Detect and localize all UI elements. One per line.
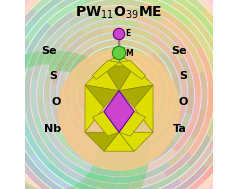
- Polygon shape: [119, 132, 153, 151]
- Text: E: E: [126, 29, 131, 38]
- Circle shape: [113, 28, 125, 40]
- Wedge shape: [37, 12, 201, 177]
- Polygon shape: [119, 112, 145, 136]
- Polygon shape: [104, 53, 134, 66]
- Text: PW$_{11}$O$_{39}$ME: PW$_{11}$O$_{39}$ME: [75, 5, 163, 21]
- Wedge shape: [84, 59, 154, 130]
- Text: S: S: [179, 71, 187, 81]
- Polygon shape: [93, 60, 119, 79]
- Text: O: O: [52, 97, 61, 107]
- Text: S: S: [49, 71, 57, 81]
- Wedge shape: [50, 26, 188, 163]
- Wedge shape: [57, 32, 181, 157]
- Polygon shape: [134, 85, 153, 132]
- Polygon shape: [85, 132, 119, 151]
- Polygon shape: [119, 85, 153, 108]
- Text: Se: Se: [172, 46, 187, 56]
- Polygon shape: [93, 112, 119, 136]
- Wedge shape: [90, 66, 148, 123]
- Wedge shape: [30, 5, 208, 184]
- Text: O: O: [178, 97, 188, 107]
- Text: Ta: Ta: [173, 124, 186, 133]
- Wedge shape: [77, 53, 161, 136]
- Polygon shape: [85, 85, 119, 108]
- Wedge shape: [70, 46, 168, 143]
- Wedge shape: [43, 19, 195, 170]
- Wedge shape: [3, 0, 235, 189]
- Wedge shape: [97, 73, 141, 116]
- Wedge shape: [23, 0, 215, 189]
- Polygon shape: [119, 66, 153, 91]
- Text: Se: Se: [41, 46, 57, 56]
- Wedge shape: [16, 0, 222, 189]
- Polygon shape: [104, 132, 134, 151]
- Circle shape: [112, 46, 126, 60]
- Circle shape: [59, 49, 179, 170]
- Polygon shape: [104, 66, 134, 91]
- Text: M: M: [126, 49, 133, 58]
- Text: Nb: Nb: [44, 124, 61, 133]
- Polygon shape: [85, 66, 119, 91]
- Wedge shape: [10, 0, 228, 189]
- Polygon shape: [104, 91, 134, 132]
- Circle shape: [91, 66, 147, 123]
- Polygon shape: [119, 60, 145, 79]
- Wedge shape: [64, 39, 174, 150]
- Polygon shape: [85, 85, 104, 132]
